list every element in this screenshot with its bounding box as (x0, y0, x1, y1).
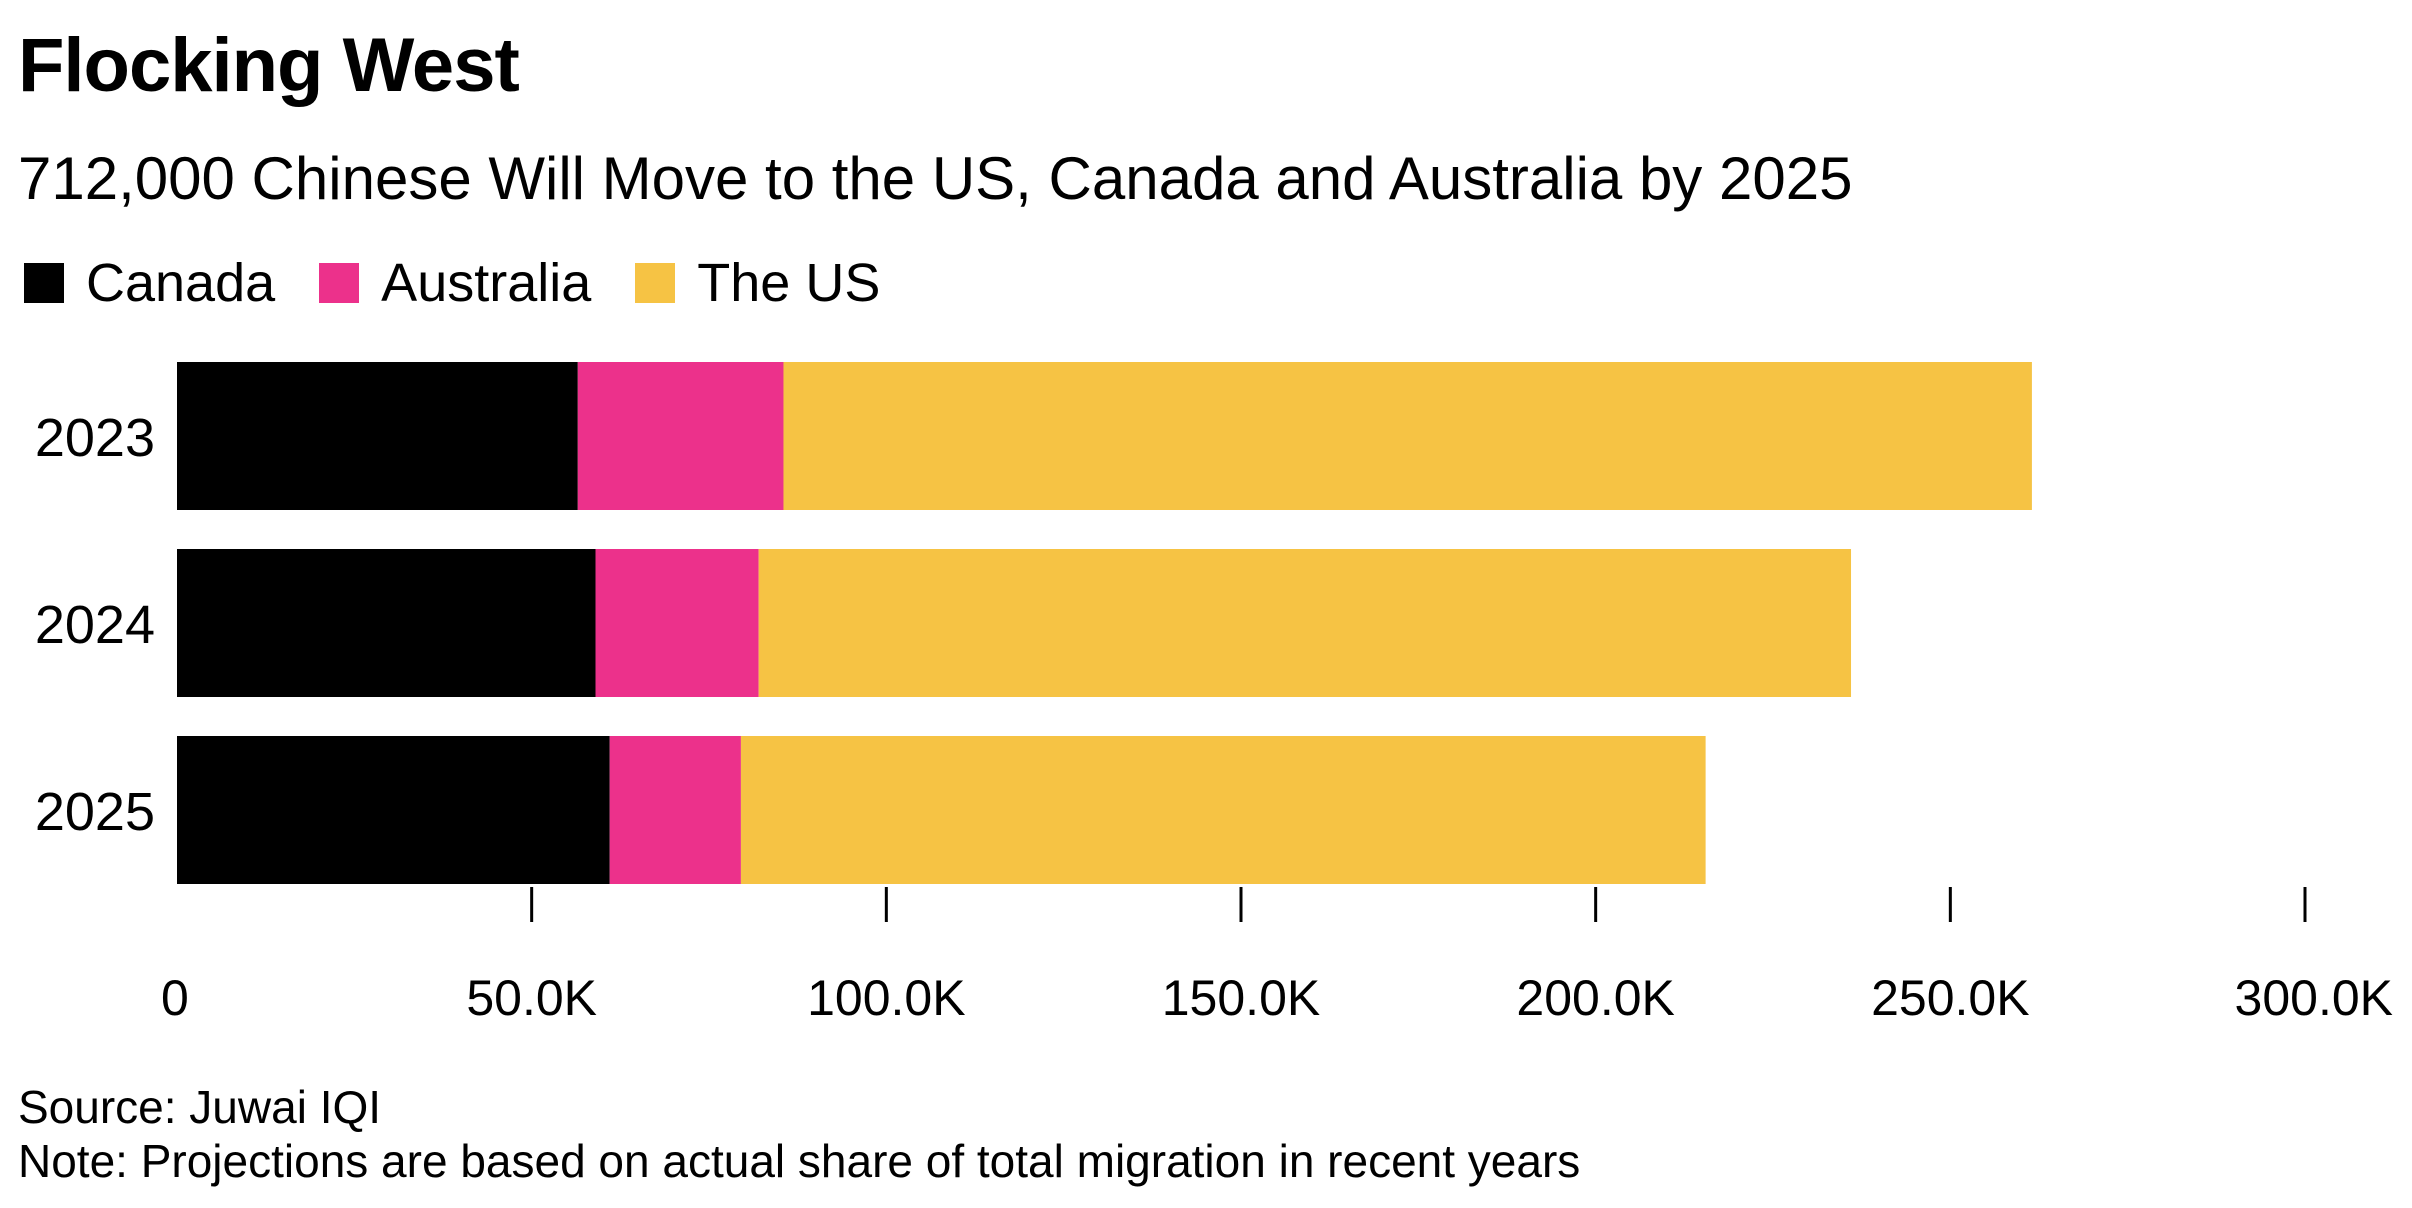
stacked-bar-chart: 2023 2024 2025 0 50.0K 100.0K 150.0K 200.0K 250.… (35, 362, 2393, 1026)
legend: Canada Australia The US (24, 250, 924, 316)
methodology-note: Note: Projections are based on actual sh… (18, 1135, 1581, 1187)
bar-2025-canada (177, 736, 610, 884)
x-tick-label-300.0K: 300.0K (2235, 970, 2393, 1026)
bar-2024-the-us (758, 549, 1852, 697)
x-tick-label-200.0K: 200.0K (1516, 970, 1674, 1026)
bar-2023-canada (177, 362, 578, 510)
x-tick-label-0: 0 (161, 970, 189, 1026)
legend-label-canada: Canada (86, 253, 276, 313)
legend-item-australia: Australia (319, 252, 591, 314)
bar-2025-australia (609, 736, 741, 884)
legend-item-the-us: The US (635, 252, 880, 314)
bar-2024-canada (177, 549, 596, 697)
category-label-2025: 2025 (35, 782, 155, 842)
x-tick-label-150.0K: 150.0K (1162, 970, 1320, 1026)
bar-2024-australia (595, 549, 759, 697)
x-tick-label-100.0K: 100.0K (807, 970, 965, 1026)
chart-subtitle: 712,000 Chinese Will Move to the US, Can… (18, 145, 1853, 212)
legend-label-the-us: The US (697, 253, 881, 313)
legend-item-canada: Canada (24, 252, 275, 314)
bar-2023-australia (577, 362, 784, 510)
legend-swatch-canada (24, 263, 64, 303)
x-tick-label-250.0K: 250.0K (1871, 970, 2029, 1026)
legend-swatch-the-us (635, 263, 676, 303)
x-tick-label-50.0K: 50.0K (466, 970, 597, 1026)
legend-swatch-australia (319, 263, 360, 303)
bar-2025-the-us (740, 736, 1706, 884)
chart-title: Flocking West (18, 23, 520, 108)
bar-2023-the-us (783, 362, 2032, 510)
category-label-2023: 2023 (35, 408, 155, 468)
source-note: Source: Juwai IQI (18, 1081, 382, 1133)
category-label-2024: 2024 (35, 595, 155, 655)
legend-label-australia: Australia (381, 253, 592, 313)
